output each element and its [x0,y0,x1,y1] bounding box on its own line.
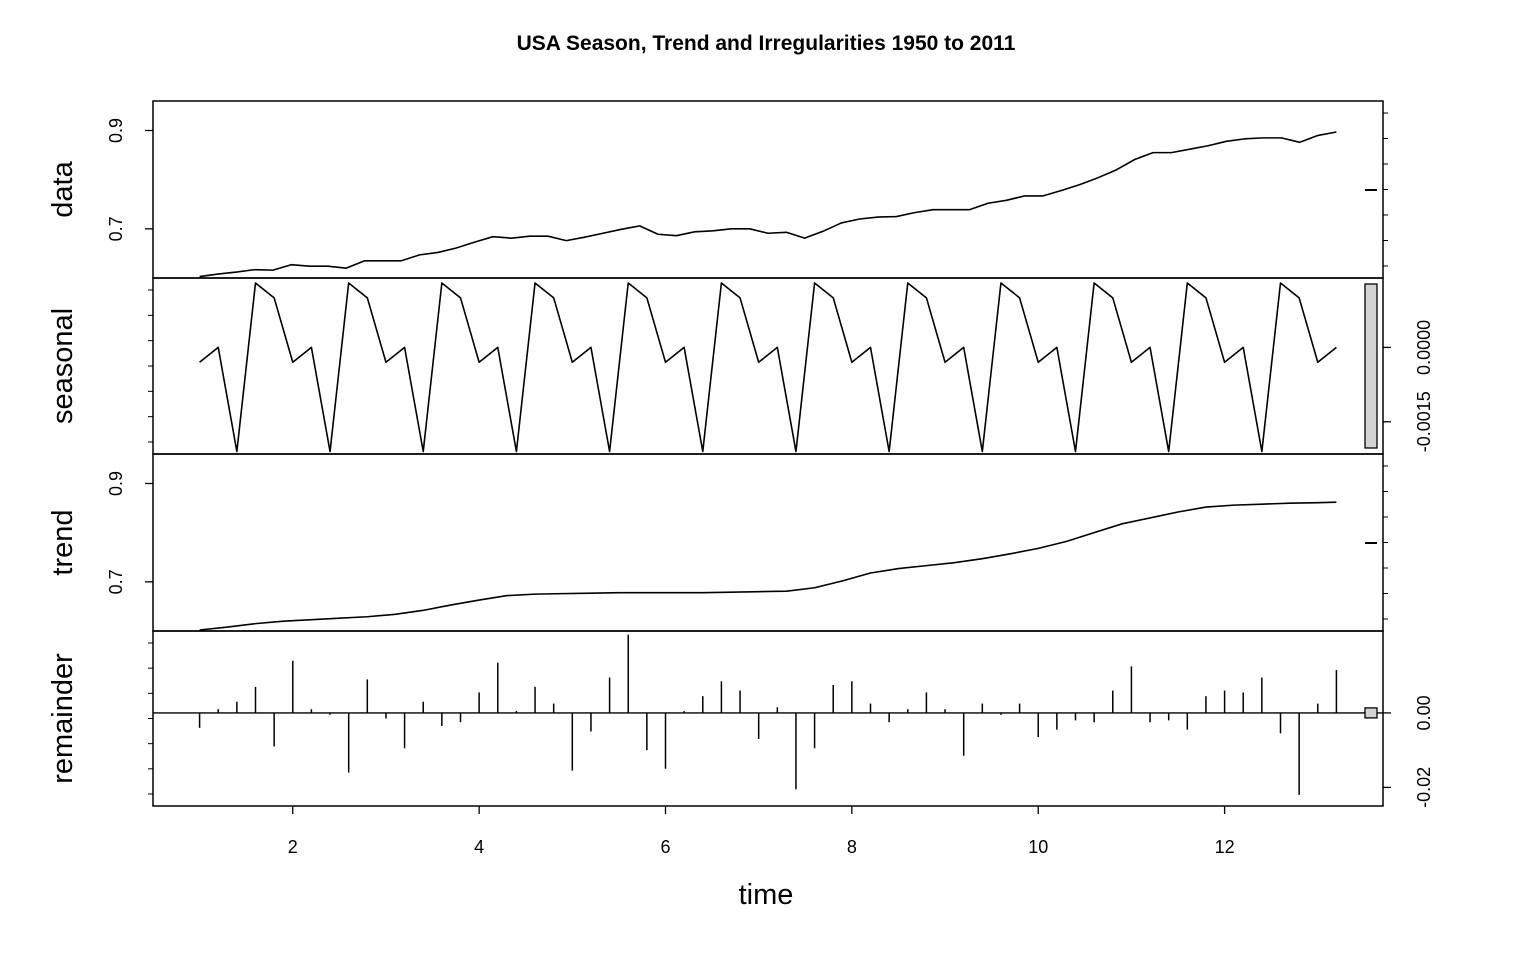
remainder-panel-frame [152,630,1384,807]
x-axis-title: time [739,879,794,911]
trend-panel-frame [152,453,1384,632]
seasonal-y-tick-label: 0.0000 [1414,320,1434,375]
panel-data: data 0.7 0.9 [47,100,1388,279]
remainder-y-tick-label: 0.00 [1414,695,1434,730]
x-tick-label: 4 [474,837,484,857]
data-series-line [199,131,1337,278]
x-tick-label: 2 [288,837,298,857]
panel-seasonal: seasonal -0.0015 0.0000 [47,277,1434,455]
chart-title: USA Season, Trend and Irregularities 195… [517,32,1016,55]
x-tick-label: 8 [847,837,857,857]
panel-remainder: remainder -0.02 0.00 [47,630,1434,808]
panel-trend: trend 0.7 0.9 [47,453,1388,632]
remainder-range-bar [1364,707,1378,719]
trend-series-line [199,501,1337,631]
trend-panel-label: trend [47,509,79,575]
data-panel-label: data [47,160,79,217]
seasonal-panel-frame [152,277,1384,455]
remainder-y-tick-label: -0.02 [1414,767,1434,808]
seasonal-range-bar [1364,283,1378,449]
data-panel-frame [152,100,1384,279]
seasonal-y-tick-label: -0.0015 [1414,391,1434,452]
trend-y-tick-label: 0.7 [106,569,126,594]
remainder-panel-label: remainder [47,653,79,784]
x-tick-label: 12 [1215,837,1235,857]
data-y-tick-label: 0.7 [106,216,126,241]
data-y-tick-label: 0.9 [106,118,126,143]
seasonal-series-line [199,282,1337,453]
seasonal-panel-label: seasonal [47,308,79,424]
x-axis: 2 4 6 8 10 12 [288,806,1235,857]
x-tick-label: 6 [660,837,670,857]
trend-y-tick-label: 0.9 [106,471,126,496]
x-tick-label: 10 [1028,837,1048,857]
